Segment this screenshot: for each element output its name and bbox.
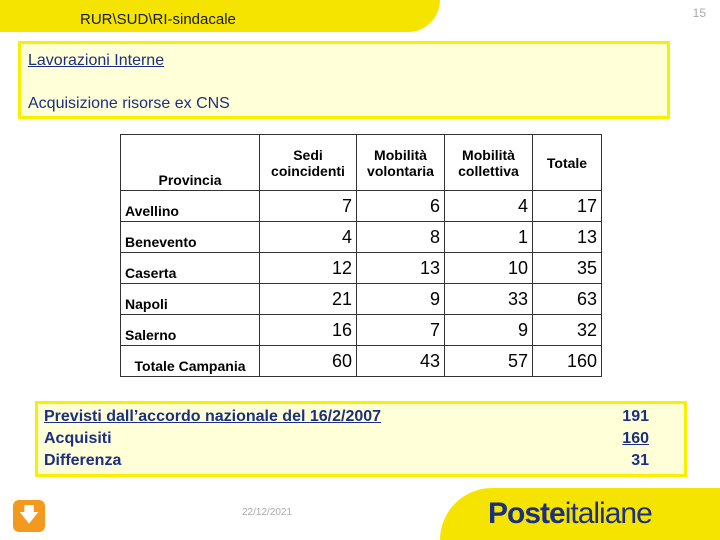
column-header: Provincia [120, 134, 260, 191]
province-cell: Avellino [120, 190, 260, 222]
value-cell: 32 [532, 314, 602, 346]
value-cell: 35 [532, 252, 602, 284]
column-header: Mobilità volontaria [356, 134, 445, 191]
value-cell: 33 [444, 283, 533, 315]
province-cell: Napoli [120, 283, 260, 315]
value-cell: 43 [356, 345, 445, 377]
table-row: Avellino 7 6 4 17 [120, 190, 602, 222]
table-row: Napoli 21 9 33 63 [120, 283, 602, 315]
value-cell: 4 [444, 190, 533, 222]
summary-label: Acquisiti [44, 430, 112, 447]
section-heading: Lavorazioni Interne [28, 52, 165, 69]
value-cell: 9 [356, 283, 445, 315]
value-cell: 7 [259, 190, 357, 222]
value-cell: 12 [259, 252, 357, 284]
table-row: Totale Campania 60 43 57 160 [120, 345, 602, 377]
page-number: 15 [692, 6, 706, 20]
poste-italiane-logo: Posteitaliane [488, 497, 653, 530]
value-cell: 1 [444, 221, 533, 253]
value-cell: 16 [259, 314, 357, 346]
table-header-row: Provincia Sedi coincidenti Mobilità volo… [120, 134, 602, 191]
header-band [0, 0, 440, 32]
column-header: Totale [532, 134, 602, 191]
province-cell: Benevento [120, 221, 260, 253]
intro-box: Lavorazioni Interne Acquisizione risorse… [18, 41, 670, 119]
province-cell: Totale Campania [120, 345, 260, 377]
value-cell: 6 [356, 190, 445, 222]
province-cell: Caserta [120, 252, 260, 284]
value-cell: 63 [532, 283, 602, 315]
value-cell: 160 [532, 345, 602, 377]
footer-date: 22/12/2021 [242, 507, 293, 518]
value-cell: 13 [356, 252, 445, 284]
value-cell: 57 [444, 345, 533, 377]
arrow-down-icon[interactable]: 🡇 [13, 500, 45, 532]
column-header: Mobilità collettiva [444, 134, 533, 191]
data-table: Provincia Sedi coincidenti Mobilità volo… [120, 134, 602, 377]
value-cell: 60 [259, 345, 357, 377]
summary-value: 31 [631, 452, 649, 469]
value-cell: 10 [444, 252, 533, 284]
logo-band [440, 488, 720, 540]
summary-box: Previsti dall’accordo nazionale del 16/2… [35, 401, 687, 477]
table-row: Benevento 4 8 1 13 [120, 221, 602, 253]
table-row: Salerno 16 7 9 32 [120, 314, 602, 346]
value-cell: 7 [356, 314, 445, 346]
summary-value: 191 [622, 408, 649, 425]
value-cell: 4 [259, 221, 357, 253]
table-row: Caserta 12 13 10 35 [120, 252, 602, 284]
province-cell: Salerno [120, 314, 260, 346]
value-cell: 13 [532, 221, 602, 253]
section-subheading: Acquisizione risorse ex CNS [28, 95, 230, 112]
value-cell: 9 [444, 314, 533, 346]
value-cell: 8 [356, 221, 445, 253]
summary-label: Previsti dall’accordo nazionale del 16/2… [44, 408, 382, 425]
value-cell: 21 [259, 283, 357, 315]
column-header: Sedi coincidenti [259, 134, 357, 191]
header-title: RUR\SUD\RI-sindacale [80, 11, 236, 28]
summary-label: Differenza [44, 452, 122, 469]
summary-value: 160 [622, 430, 649, 447]
value-cell: 17 [532, 190, 602, 222]
